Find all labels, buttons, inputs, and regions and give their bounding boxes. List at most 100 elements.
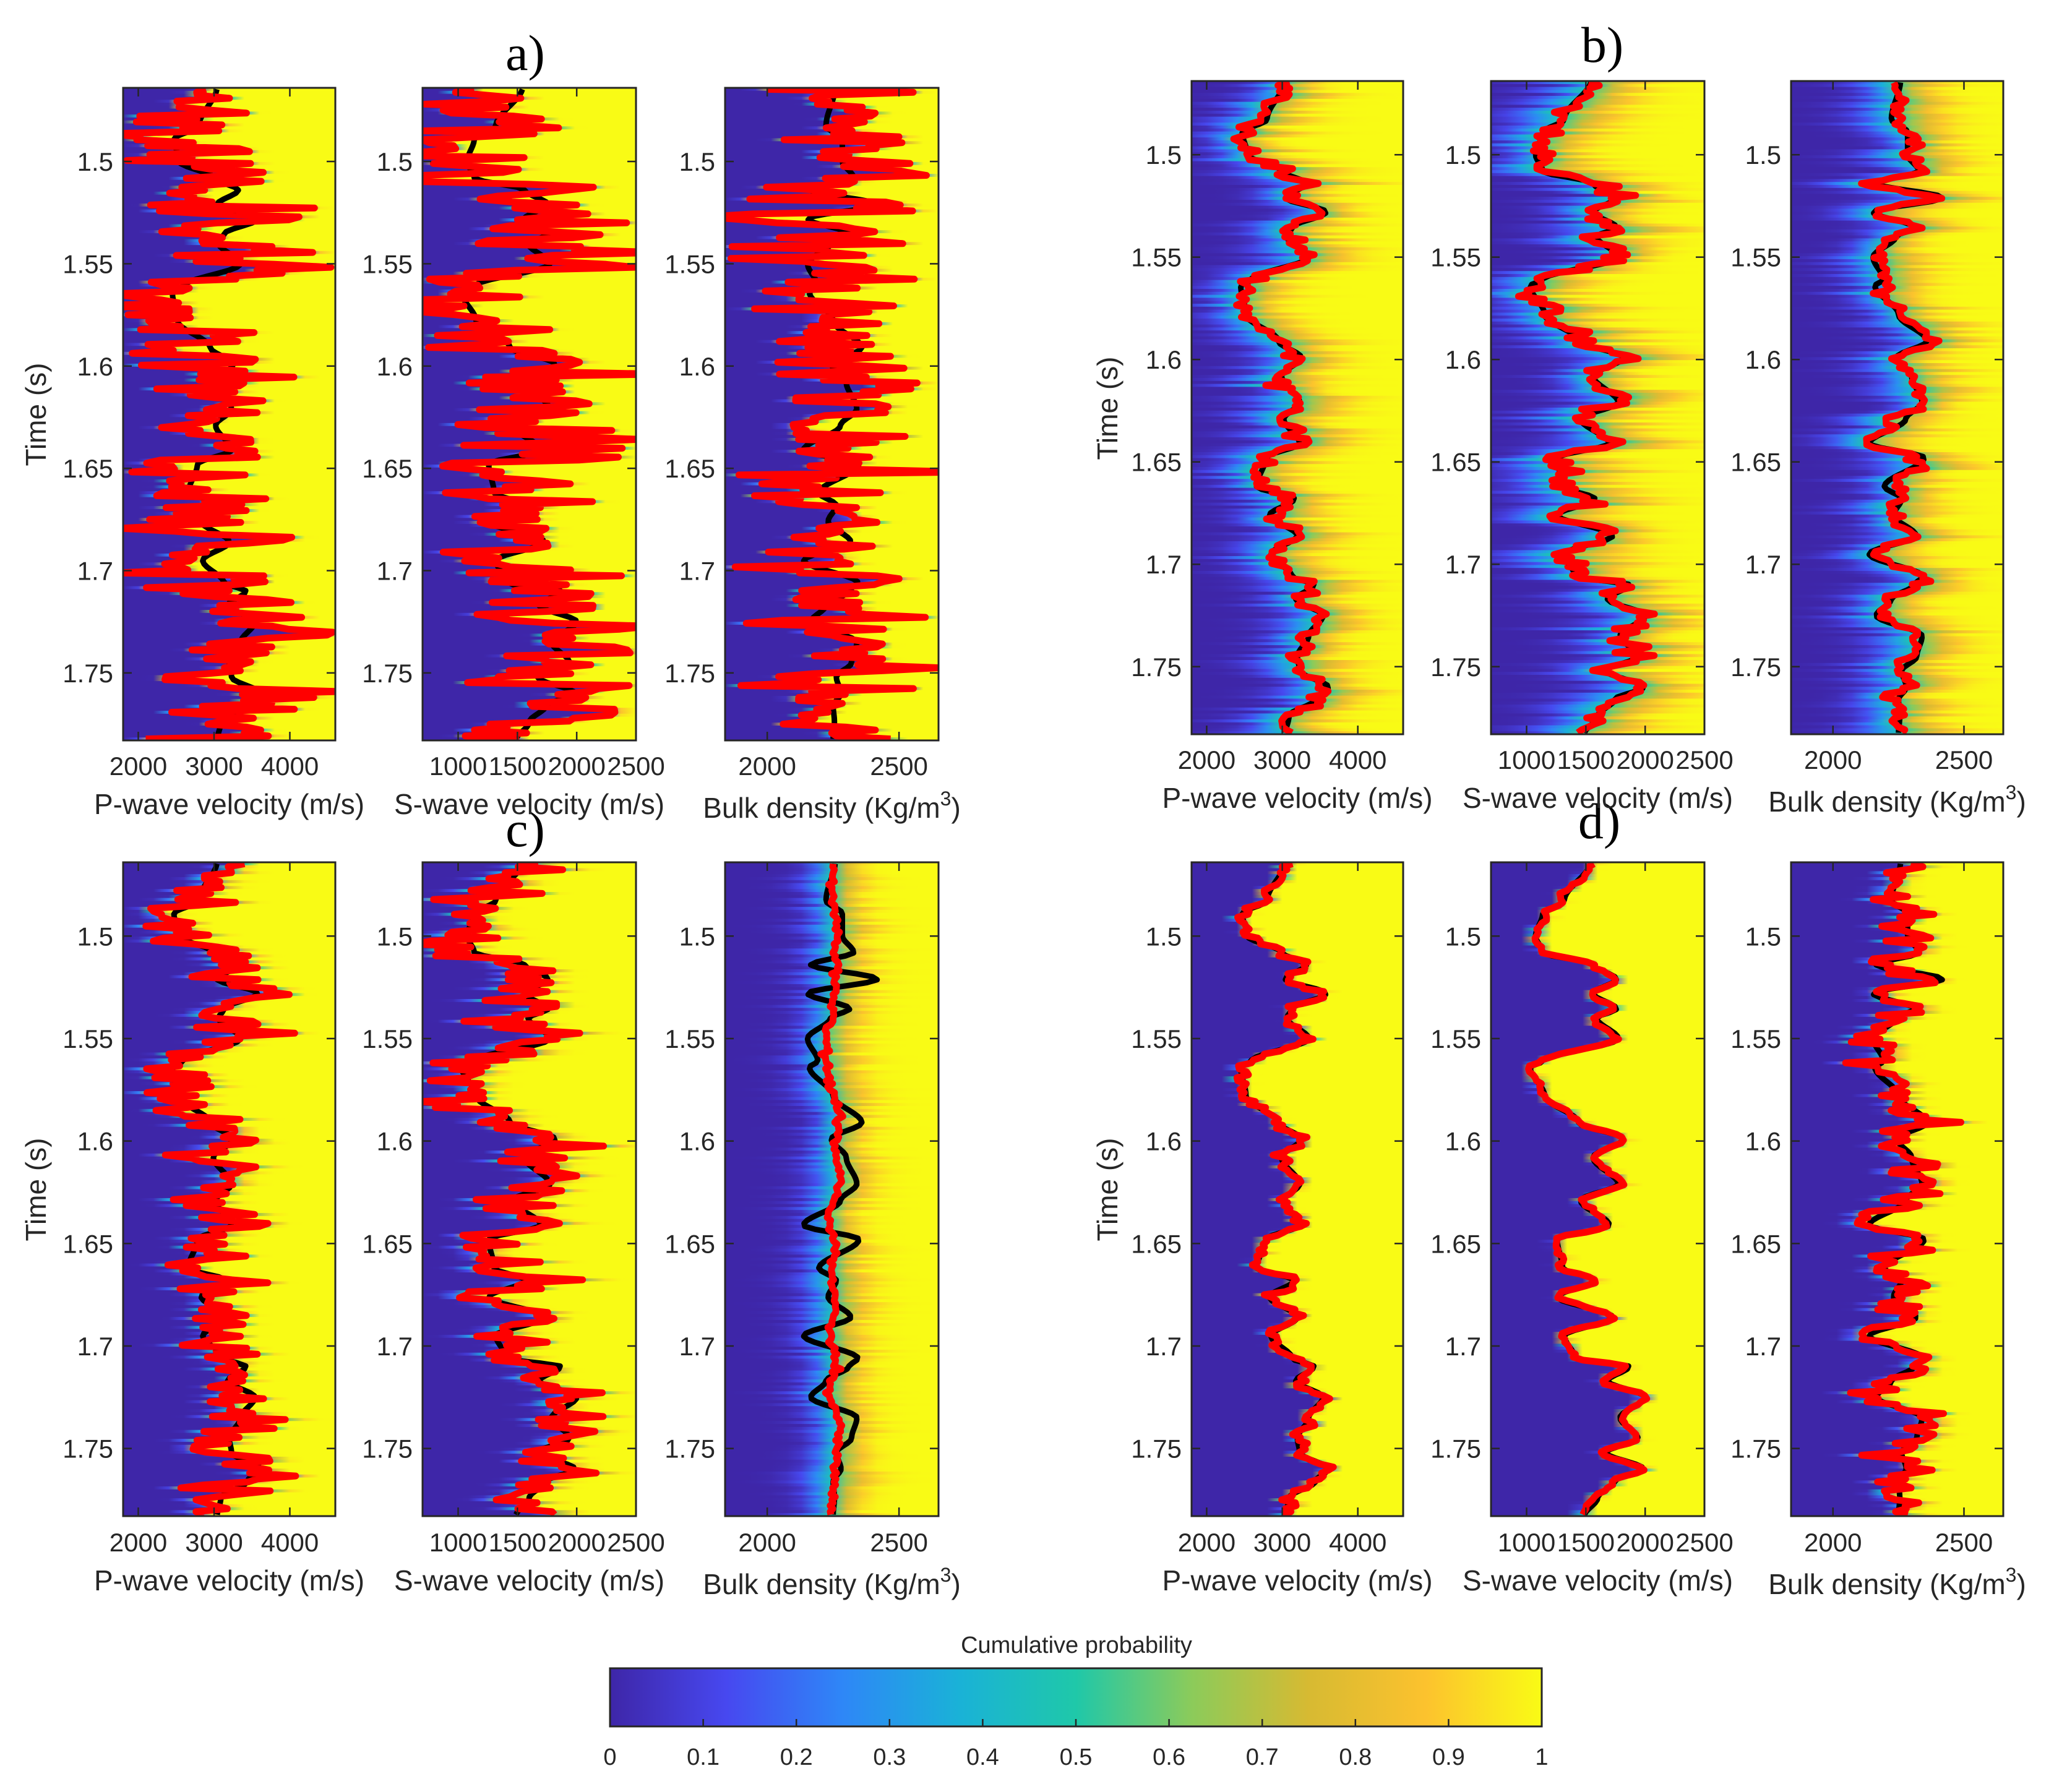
heatmap-row (1491, 912, 1704, 917)
heatmap-row (725, 1426, 939, 1431)
heatmap-row (423, 1180, 636, 1184)
heatmap-row (423, 687, 636, 691)
heatmap-row (123, 1201, 335, 1205)
estimate-line (1233, 862, 1337, 1516)
heatmap-row (423, 886, 636, 890)
heatmap-row (423, 630, 636, 635)
heatmap-row (1791, 945, 2003, 950)
heatmap-row (1491, 1115, 1704, 1118)
heatmap-row (1791, 677, 2003, 682)
heatmap-row (1192, 919, 1403, 922)
heatmap-row (1491, 731, 1704, 734)
heatmap-row (1192, 874, 1403, 878)
heatmap-row (123, 132, 335, 136)
heatmap-row (423, 1123, 636, 1128)
heatmap-row (1192, 1171, 1403, 1175)
heatmap-row (1192, 1403, 1403, 1407)
heatmap-row (1192, 1162, 1403, 1166)
heatmap-row (1491, 1138, 1704, 1143)
heatmap-row (1192, 1079, 1403, 1083)
heatmap-row (1491, 458, 1704, 462)
heatmap-row (1192, 684, 1403, 687)
heatmap-row (725, 1115, 939, 1118)
heatmap-row (123, 200, 335, 204)
heatmap-row (123, 559, 335, 564)
heatmap-row (1491, 907, 1704, 911)
y-tick-label: 1.75 (62, 659, 113, 688)
heatmap-row (1491, 573, 1704, 578)
heatmap-row (725, 1044, 939, 1047)
heatmap-row (1491, 514, 1704, 518)
heatmap-row (1192, 1242, 1403, 1246)
heatmap-row (1491, 728, 1704, 732)
heatmap-row (725, 218, 939, 222)
heatmap-row (1491, 1367, 1704, 1371)
heatmap-row (123, 298, 335, 302)
heatmap-row (1791, 158, 2003, 162)
track-a-rho: 2000 2500 1.5 1.55 1.6 1.65 1.7 1.75 Bulk densit… (664, 87, 961, 824)
heatmap-row (1192, 1067, 1403, 1071)
heatmap-row (1791, 1426, 2003, 1431)
heatmap-row (1491, 1287, 1704, 1291)
heatmap-row (1791, 1037, 2003, 1042)
colorbar-tick-label: 0.3 (873, 1744, 906, 1770)
heatmap-row (1192, 482, 1403, 486)
heatmap-row (1491, 957, 1704, 961)
heatmap-row (1491, 657, 1704, 661)
heatmap-row (1192, 865, 1403, 869)
heatmap-row (1192, 695, 1403, 700)
heatmap-row (1491, 96, 1704, 100)
heatmap-row (1192, 544, 1403, 548)
heatmap-row (123, 1055, 335, 1059)
heatmap-row (1491, 1483, 1704, 1487)
heatmap-row (423, 1293, 636, 1297)
heatmap-row (1491, 1123, 1704, 1128)
heatmap-row (123, 627, 335, 632)
heatmap-row (1791, 553, 2003, 557)
heatmap-row (1491, 886, 1704, 890)
heatmap-row (1491, 1005, 1704, 1009)
heatmap-row (1491, 1370, 1704, 1374)
heatmap-row (1791, 372, 2003, 375)
heatmap-row (1791, 1240, 2003, 1243)
heatmap-row (1192, 1293, 1403, 1297)
y-tick-label: 1.75 (1430, 653, 1481, 682)
heatmap-row (423, 310, 636, 314)
track-c-vp: 2000 3000 4000 1.5 1.55 1.6 1.65 1.7 1.75 P-wave … (62, 861, 364, 1597)
heatmap-row (1192, 419, 1403, 423)
heatmap-row (1791, 345, 2003, 349)
heatmap-row (725, 1242, 939, 1246)
heatmap-row (123, 461, 335, 465)
heatmap-row (725, 930, 939, 935)
heatmap-row (423, 930, 636, 935)
heatmap-row (423, 1144, 636, 1149)
heatmap-row (1491, 868, 1704, 872)
x-tick-label: 2000 (548, 752, 605, 781)
y-tick-label: 1.55 (1730, 243, 1781, 272)
heatmap-row (1791, 247, 2003, 251)
heatmap-row (123, 1233, 335, 1238)
heatmap-row (1791, 244, 2003, 248)
y-tick-label: 1.5 (1146, 140, 1182, 169)
heatmap-row (1791, 606, 2003, 611)
heatmap-row (123, 1501, 335, 1505)
colorbar-tick-label: 0.5 (1060, 1744, 1093, 1770)
heatmap-row (123, 1085, 335, 1089)
heatmap-row (1491, 1085, 1704, 1089)
heatmap-row (725, 536, 939, 539)
heatmap-row (123, 485, 335, 489)
heatmap-row (1192, 862, 1403, 866)
heatmap-row (423, 1034, 636, 1039)
panel-title-d: d) (1578, 793, 1620, 849)
heatmap-row (1791, 642, 2003, 646)
x-axis-label: Bulk density (Kg/m3) (703, 787, 961, 824)
heatmap-row (1491, 1379, 1704, 1383)
heatmap-row (423, 150, 636, 154)
heatmap-row (1791, 215, 2003, 218)
heatmap-row (1192, 143, 1403, 147)
heatmap-row (1491, 167, 1704, 171)
x-tick-label: 1000 (1498, 745, 1555, 774)
heatmap-row (1491, 874, 1704, 878)
heatmap-row (423, 933, 636, 937)
heatmap-row (1491, 330, 1704, 334)
